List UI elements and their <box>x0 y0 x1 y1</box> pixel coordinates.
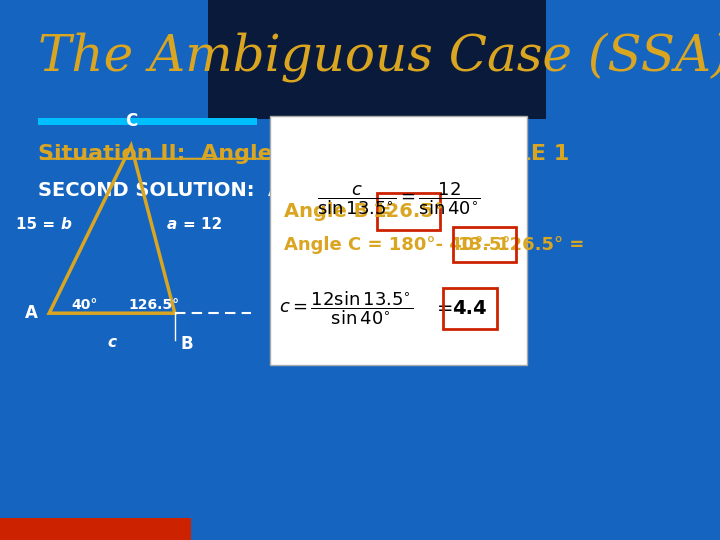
Text: 126.5°: 126.5° <box>372 202 444 221</box>
Bar <box>38 118 257 125</box>
Text: The Ambiguous Case (SSA): The Ambiguous Case (SSA) <box>38 32 720 82</box>
Text: A: A <box>25 304 38 322</box>
Text: c: c <box>107 335 117 350</box>
Text: B: B <box>180 335 193 353</box>
Text: =: = <box>437 299 454 318</box>
Text: $c = \dfrac{12\sin 13.5^{\circ}}{\sin 40^{\circ}}$: $c = \dfrac{12\sin 13.5^{\circ}}{\sin 40… <box>279 289 413 327</box>
Text: a: a <box>166 217 177 232</box>
Text: 15 =: 15 = <box>16 217 60 232</box>
Text: b: b <box>60 217 71 232</box>
Bar <box>0 518 192 540</box>
Text: = 12: = 12 <box>183 217 222 232</box>
Text: 126.5°: 126.5° <box>128 298 179 312</box>
Text: $\dfrac{c}{\sin 13.5^{\circ}} = \dfrac{12}{\sin 40^{\circ}}$: $\dfrac{c}{\sin 13.5^{\circ}} = \dfrac{1… <box>317 181 481 217</box>
Text: C: C <box>125 112 138 130</box>
Text: 4.4: 4.4 <box>452 299 487 318</box>
FancyBboxPatch shape <box>271 116 527 364</box>
Bar <box>0 0 546 119</box>
Text: SECOND SOLUTION:  Angle B is obtuse: SECOND SOLUTION: Angle B is obtuse <box>38 180 460 200</box>
Text: 40°: 40° <box>71 298 97 312</box>
Text: 13.5°: 13.5° <box>458 235 512 254</box>
Bar <box>207 0 546 119</box>
Text: Angle B =: Angle B = <box>284 202 398 221</box>
Text: Angle C = 180°- 40°- 126.5° =: Angle C = 180°- 40°- 126.5° = <box>284 235 590 254</box>
Text: Situation II:  Angle A is acute - EXAMPLE 1: Situation II: Angle A is acute - EXAMPLE… <box>38 144 570 164</box>
